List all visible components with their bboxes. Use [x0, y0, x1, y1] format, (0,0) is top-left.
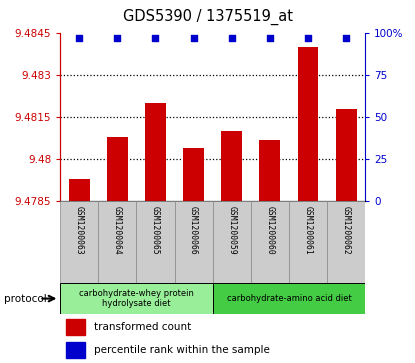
Bar: [107, 137, 128, 201]
Bar: [336, 109, 356, 201]
FancyBboxPatch shape: [289, 201, 327, 283]
Text: carbohydrate-amino acid diet: carbohydrate-amino acid diet: [227, 294, 352, 303]
Text: GSM1200059: GSM1200059: [227, 205, 236, 254]
Point: [228, 35, 235, 41]
Point: [76, 35, 83, 41]
Bar: [259, 140, 281, 201]
Text: GDS5390 / 1375519_at: GDS5390 / 1375519_at: [122, 9, 293, 25]
FancyBboxPatch shape: [212, 201, 251, 283]
FancyBboxPatch shape: [60, 283, 212, 314]
Text: protocol: protocol: [4, 294, 47, 303]
Text: GSM1200063: GSM1200063: [75, 205, 84, 254]
Text: transformed count: transformed count: [94, 322, 191, 332]
FancyBboxPatch shape: [327, 201, 365, 283]
Bar: [298, 47, 318, 201]
FancyBboxPatch shape: [175, 201, 212, 283]
Text: GSM1200061: GSM1200061: [303, 205, 312, 254]
Bar: [183, 148, 204, 201]
Point: [152, 35, 159, 41]
Bar: [221, 131, 242, 201]
Point: [266, 35, 273, 41]
Bar: [69, 179, 90, 201]
Bar: [66, 319, 85, 335]
Text: percentile rank within the sample: percentile rank within the sample: [94, 345, 270, 355]
Text: GSM1200064: GSM1200064: [113, 205, 122, 254]
FancyBboxPatch shape: [60, 201, 98, 283]
FancyBboxPatch shape: [251, 201, 289, 283]
Text: GSM1200060: GSM1200060: [265, 205, 274, 254]
Text: GSM1200062: GSM1200062: [342, 205, 351, 254]
Point: [305, 35, 311, 41]
Point: [190, 35, 197, 41]
Text: GSM1200066: GSM1200066: [189, 205, 198, 254]
Bar: [145, 103, 166, 201]
FancyBboxPatch shape: [137, 201, 175, 283]
Text: carbohydrate-whey protein
hydrolysate diet: carbohydrate-whey protein hydrolysate di…: [79, 289, 194, 308]
FancyBboxPatch shape: [98, 201, 137, 283]
Text: GSM1200065: GSM1200065: [151, 205, 160, 254]
FancyBboxPatch shape: [212, 283, 365, 314]
Point: [114, 35, 121, 41]
Bar: [66, 342, 85, 358]
Point: [343, 35, 349, 41]
